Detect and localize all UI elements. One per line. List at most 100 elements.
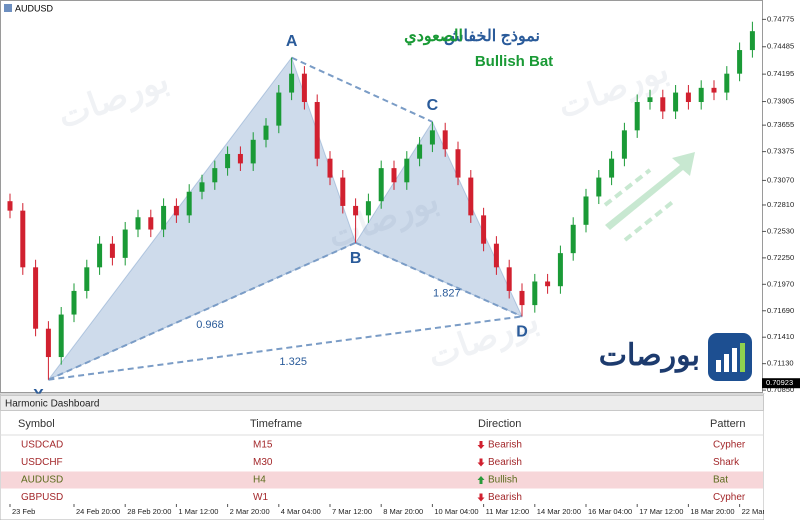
candle-body bbox=[97, 243, 103, 268]
symbol-label: AUDUSD bbox=[4, 3, 54, 13]
x-tick-label: 2 Mar 20:00 bbox=[230, 507, 270, 516]
candle-body bbox=[45, 328, 51, 358]
candle-body bbox=[493, 243, 499, 268]
cell: Bullish bbox=[488, 475, 517, 486]
y-tick-label: 0.73070 bbox=[767, 175, 794, 184]
candle-body bbox=[583, 196, 589, 225]
y-tick-label: 0.71410 bbox=[767, 332, 794, 341]
candle-body bbox=[84, 267, 90, 291]
trend-arrow bbox=[603, 152, 695, 242]
candle-body bbox=[442, 130, 448, 150]
x-tick-label: 17 Mar 12:00 bbox=[639, 507, 683, 516]
x-tick-label: 4 Mar 04:00 bbox=[281, 507, 321, 516]
candle-body bbox=[186, 191, 192, 216]
cell: Bearish bbox=[488, 457, 522, 468]
x-tick-label: 24 Feb 20:00 bbox=[76, 507, 120, 516]
row-highlight bbox=[1, 471, 763, 489]
x-tick-label: 7 Mar 12:00 bbox=[332, 507, 372, 516]
direction-arrow bbox=[477, 458, 485, 467]
candle-body bbox=[749, 31, 755, 51]
y-tick-label: 0.73655 bbox=[767, 120, 794, 129]
cell: Bearish bbox=[488, 440, 522, 451]
candle-body bbox=[199, 182, 205, 192]
candle-body bbox=[673, 92, 679, 112]
cell: H4 bbox=[253, 475, 266, 486]
direction-arrow bbox=[477, 493, 485, 502]
brand-icon-bar bbox=[716, 360, 721, 372]
candle-body bbox=[7, 201, 13, 211]
pattern-line bbox=[47, 241, 357, 381]
y-tick-label: 0.73905 bbox=[767, 97, 794, 106]
brand-icon-bar bbox=[740, 343, 745, 372]
dashboard-header bbox=[0, 395, 764, 411]
candle-body bbox=[545, 281, 551, 287]
column-header: Symbol bbox=[18, 418, 55, 430]
y-tick-label: 0.73375 bbox=[767, 147, 794, 156]
x-tick-label: 16 Mar 04:00 bbox=[588, 507, 632, 516]
candle-body bbox=[276, 92, 282, 126]
x-tick-label: 28 Feb 20:00 bbox=[127, 507, 171, 516]
ratio-label: 1.325 bbox=[279, 356, 307, 368]
candle-body bbox=[263, 125, 269, 140]
column-header: Timeframe bbox=[250, 418, 302, 430]
y-tick-label: 0.70850 bbox=[767, 385, 794, 394]
candle-body bbox=[237, 153, 243, 164]
candle-body bbox=[71, 290, 77, 315]
ratio-label: 0.968 bbox=[196, 319, 224, 331]
candle-body bbox=[58, 314, 64, 358]
x-tick-label: 18 Mar 20:00 bbox=[690, 507, 734, 516]
symbol-icon bbox=[4, 4, 12, 12]
brand: بورصات bbox=[599, 339, 700, 373]
cell: W1 bbox=[253, 492, 268, 503]
candle-body bbox=[148, 217, 154, 230]
y-tick-label: 0.74195 bbox=[767, 69, 794, 78]
candle-body bbox=[250, 139, 256, 164]
title-highlight: الصعودي bbox=[404, 28, 463, 46]
dashboard: Harmonic Dashboard Symbol Timeframe Direct… bbox=[0, 393, 786, 520]
candle-body bbox=[429, 130, 435, 145]
y-tick-label: 0.74775 bbox=[767, 14, 794, 23]
candle-body bbox=[698, 87, 704, 103]
plot: 0.74775 0.74485 0.74195 0.73905 0.73655 0.733… bbox=[7, 14, 800, 404]
last-price-tag bbox=[762, 378, 800, 389]
candle-body bbox=[660, 97, 666, 112]
candle-body bbox=[711, 87, 717, 93]
candle-body bbox=[557, 253, 563, 287]
candle-body bbox=[378, 168, 384, 202]
candle-body bbox=[33, 267, 39, 329]
x-tick-label: 14 Mar 20:00 bbox=[537, 507, 581, 516]
candle-body bbox=[340, 177, 346, 206]
pattern-line bbox=[291, 56, 433, 123]
candle-body bbox=[391, 168, 397, 183]
candle-body bbox=[634, 102, 640, 131]
candle-body bbox=[506, 267, 512, 291]
candle-body bbox=[468, 177, 474, 216]
title: نموذج الخفاش bbox=[444, 28, 540, 46]
candle-body bbox=[647, 97, 653, 103]
candle-body bbox=[737, 50, 743, 74]
symbol: AUDUSD bbox=[15, 3, 54, 13]
x-tick-label: 23 Feb bbox=[12, 507, 35, 516]
ratio-label: 1.827 bbox=[433, 288, 461, 300]
candle-body bbox=[314, 102, 320, 159]
cell: Cypher bbox=[713, 492, 746, 503]
candle-body bbox=[289, 73, 295, 93]
cell: Cypher bbox=[713, 440, 746, 451]
brand-icon bbox=[708, 333, 752, 381]
candle-body bbox=[353, 205, 359, 216]
y-tick-label: 0.71130 bbox=[767, 359, 794, 368]
candle-body bbox=[532, 281, 538, 306]
cell: USDCAD bbox=[21, 440, 63, 451]
dashboard-panel bbox=[0, 393, 765, 520]
candle-body bbox=[301, 73, 307, 103]
cell: AUDUSD bbox=[21, 475, 63, 486]
cell: GBPUSD bbox=[21, 492, 63, 503]
axis-corner bbox=[764, 394, 800, 520]
candle-body bbox=[455, 149, 461, 178]
candle-body bbox=[609, 158, 615, 178]
cell: Bat bbox=[713, 475, 728, 486]
cell: Bearish bbox=[488, 492, 522, 503]
candle-body bbox=[404, 158, 410, 183]
candle-body bbox=[173, 205, 179, 216]
